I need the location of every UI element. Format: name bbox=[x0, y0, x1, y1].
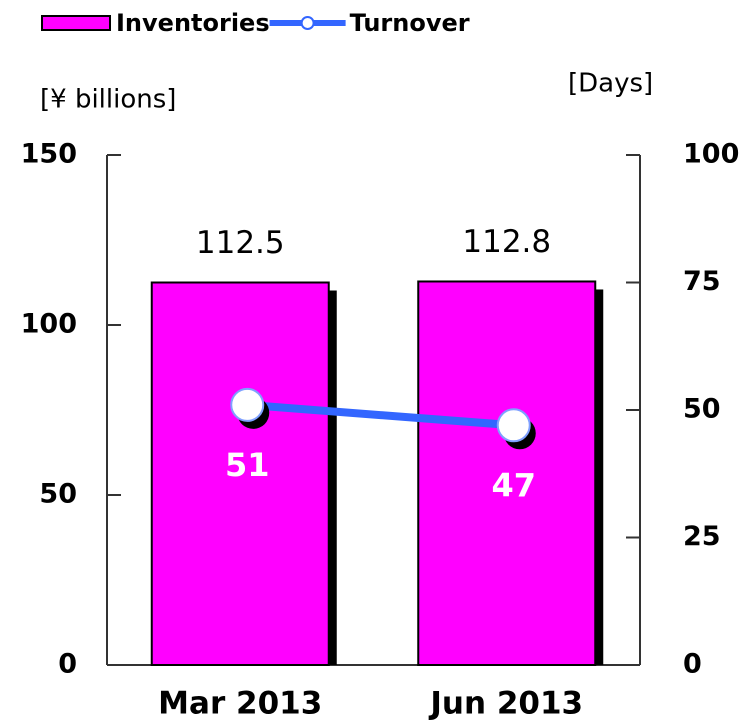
line-value-label: 51 bbox=[225, 446, 270, 484]
legend-marker bbox=[300, 16, 315, 30]
line bbox=[246, 400, 515, 430]
bar-value-label: 112.5 bbox=[196, 225, 285, 261]
y-tick-label: 50 bbox=[39, 479, 77, 510]
bar-value-label: 112.8 bbox=[462, 224, 551, 260]
y2-axis-label: [Days] bbox=[568, 69, 653, 99]
marker bbox=[496, 408, 531, 443]
y-tick-label: 150 bbox=[21, 139, 77, 170]
bar bbox=[150, 281, 330, 666]
y2-tick-label: 100 bbox=[683, 139, 739, 170]
y2-tick-label: 75 bbox=[683, 266, 721, 297]
y2-tick-label: 25 bbox=[683, 521, 721, 552]
line-value-label: 47 bbox=[491, 466, 536, 504]
marker bbox=[230, 387, 265, 422]
legend-label: Turnover bbox=[350, 9, 470, 37]
legend-swatch bbox=[41, 15, 111, 31]
legend-label: Inventories bbox=[116, 9, 270, 37]
y-axis-label: [¥ billions] bbox=[40, 85, 176, 115]
x-tick-label: Jun 2013 bbox=[428, 686, 583, 722]
y-tick-label: 0 bbox=[58, 649, 77, 680]
y2-tick-label: 0 bbox=[683, 649, 702, 680]
x-tick-label: Mar 2013 bbox=[158, 686, 322, 722]
y2-tick-label: 50 bbox=[683, 394, 721, 425]
bar bbox=[417, 280, 597, 666]
y-tick-label: 100 bbox=[21, 309, 77, 340]
